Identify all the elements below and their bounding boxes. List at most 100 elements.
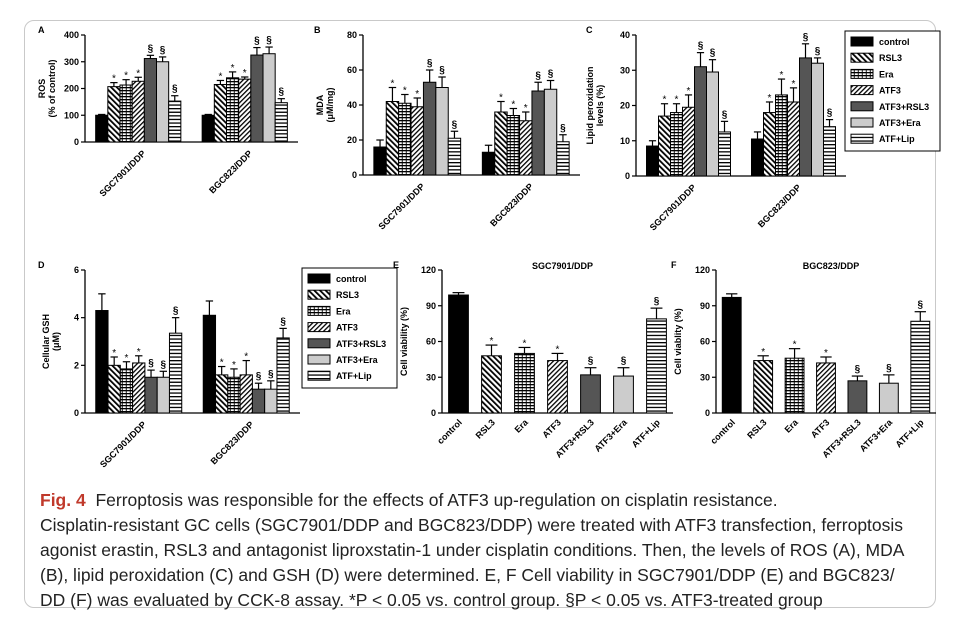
bar	[143, 58, 158, 143]
significance-section: §	[452, 119, 458, 130]
legend-swatch	[307, 338, 331, 349]
significance-star: *	[524, 103, 528, 114]
bar	[811, 62, 824, 177]
significance-star: *	[112, 74, 116, 85]
legend-swatch	[307, 289, 331, 300]
significance-section: §	[173, 306, 179, 317]
panel-label: A	[38, 25, 45, 35]
legend-entry: ATF3+Era	[336, 355, 379, 365]
significance-star: *	[243, 68, 247, 79]
y-tick-label: 2	[74, 360, 79, 370]
chart-panel-c: 0 10 20 30 40 Lipid peroxidation levels (%) C * *…	[585, 25, 846, 233]
y-axis-label: (μM/mg)	[325, 87, 335, 122]
bar	[494, 111, 508, 176]
significance-star: *	[125, 353, 129, 364]
bar	[910, 320, 931, 414]
bar	[775, 94, 788, 177]
bar	[543, 88, 558, 176]
bar	[784, 357, 805, 414]
x-tick-label: BGC823/DDP	[209, 419, 256, 466]
y-tick-label: 0	[625, 171, 630, 181]
y-tick-label: 0	[431, 408, 436, 418]
significance-star: *	[499, 93, 503, 104]
y-tick-label: 120	[421, 265, 436, 275]
bar	[131, 80, 145, 143]
x-tick-label: SGC7901/DDP	[648, 182, 698, 232]
legend-swatch	[307, 354, 331, 365]
legend-entry: ATF3+RSL3	[879, 102, 929, 112]
significance-star: *	[761, 347, 765, 358]
bar	[262, 53, 276, 143]
legend-swatch	[307, 273, 331, 284]
bar	[119, 84, 133, 143]
bar	[264, 388, 278, 414]
bar	[706, 71, 719, 177]
x-tick-label: control	[435, 417, 464, 446]
bar	[531, 90, 545, 176]
bar	[95, 114, 109, 143]
panel-title: BGC823/DDP	[803, 261, 860, 271]
significance-section: §	[698, 41, 704, 52]
significance-section: §	[278, 87, 284, 98]
bar	[613, 375, 634, 414]
significance-section: §	[710, 48, 716, 59]
y-axis-label: ROS	[37, 79, 47, 99]
significance-section: §	[280, 316, 286, 327]
x-tick-label: RSL3	[474, 417, 497, 440]
caption-line-1: Fig. 4 Ferroptosis was responsible for t…	[40, 488, 940, 513]
x-tick-label: ATF+Lip	[893, 417, 926, 450]
y-axis-label: (μM)	[51, 332, 61, 351]
bar	[847, 380, 868, 414]
significance-section: §	[439, 65, 445, 76]
y-tick-label: 4	[74, 313, 79, 323]
bar	[751, 138, 764, 177]
significance-star: *	[403, 86, 407, 97]
bar	[799, 57, 812, 177]
bar	[202, 314, 217, 414]
significance-star: *	[390, 79, 394, 90]
bar	[682, 106, 695, 177]
caption-title: Ferroptosis was responsible for the effe…	[95, 490, 778, 510]
x-tick-label: SGC7901/DDP	[376, 181, 426, 231]
bar	[239, 374, 253, 414]
bar	[481, 355, 502, 414]
bar	[447, 137, 462, 176]
significance-star: *	[218, 71, 222, 82]
significance-star: *	[523, 338, 527, 349]
significance-section: §	[886, 363, 892, 374]
y-tick-label: 100	[64, 110, 79, 120]
bar	[119, 368, 134, 414]
significance-star: *	[687, 86, 691, 97]
bar	[107, 364, 121, 414]
legend-entry: Era	[879, 69, 895, 79]
bar	[213, 83, 227, 143]
significance-section: §	[722, 109, 728, 120]
legend-entry: ATF3	[879, 86, 901, 96]
significance-star: *	[232, 360, 236, 371]
significance-section: §	[548, 69, 554, 80]
significance-section: §	[266, 35, 272, 46]
significance-star: *	[136, 68, 140, 79]
legend-entry: ATF+Lip	[879, 134, 915, 144]
bar	[410, 106, 424, 176]
legend-entry: ATF3+Era	[879, 118, 922, 128]
significance-section: §	[172, 84, 178, 95]
y-tick-label: 90	[700, 301, 710, 311]
y-axis-label: Cellular GSH	[41, 314, 51, 369]
significance-star: *	[768, 93, 772, 104]
y-tick-label: 6	[74, 265, 79, 275]
significance-section: §	[588, 356, 594, 367]
legend-entry: ATF3	[336, 323, 358, 333]
legend-swatch	[850, 117, 874, 128]
significance-section: §	[815, 46, 821, 57]
y-tick-label: 0	[74, 408, 79, 418]
caption-line-2: Cisplatin-resistant GC cells (SGC7901/DD…	[40, 515, 904, 535]
x-tick-label: BGC823/DDP	[488, 181, 535, 228]
legend: control RSL3 Era ATF3 ATF3+RSL3 ATF3+Era ATF+L…	[844, 30, 941, 152]
significance-section: §	[161, 359, 167, 370]
y-tick-label: 30	[426, 372, 436, 382]
x-tick-label: SGC7901/DDP	[98, 419, 148, 469]
significance-star: *	[675, 95, 679, 106]
bar	[718, 131, 731, 177]
y-axis-label: levels (%)	[595, 85, 605, 127]
